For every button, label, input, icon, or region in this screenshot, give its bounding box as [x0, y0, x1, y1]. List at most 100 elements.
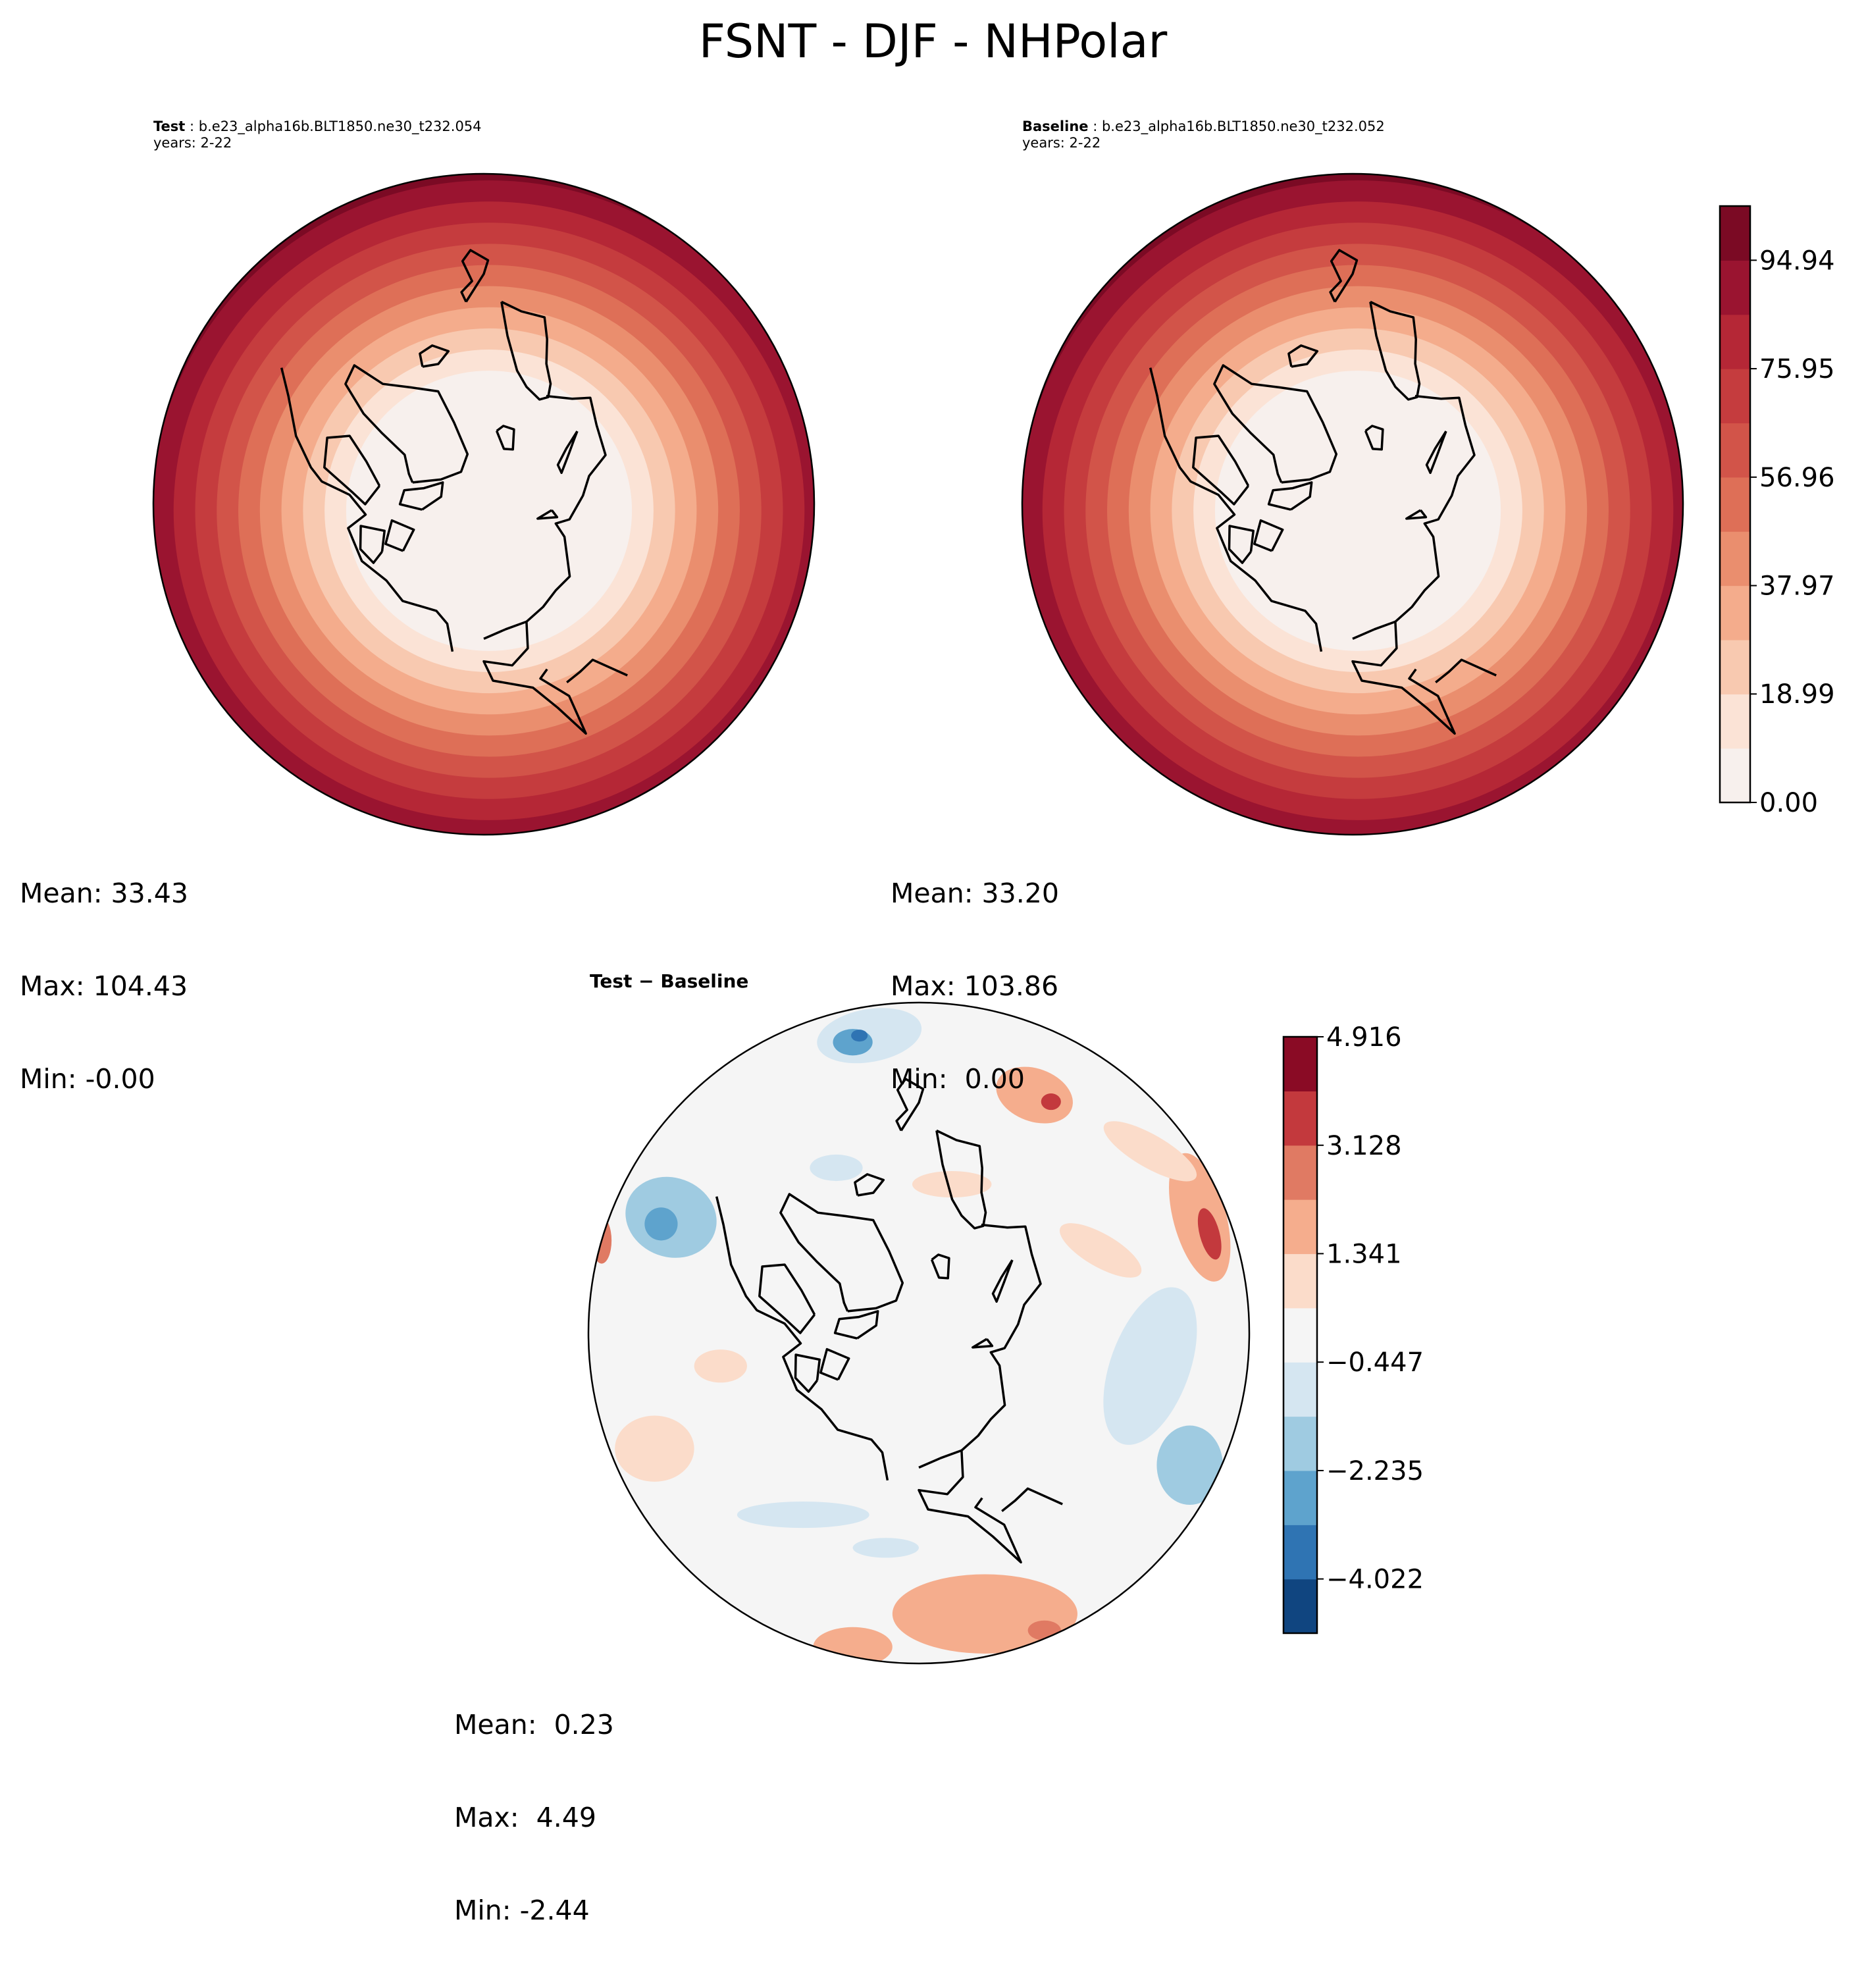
coastline — [1228, 525, 1255, 564]
coastline — [323, 434, 381, 506]
coastline — [1405, 509, 1428, 520]
coastline — [419, 344, 450, 368]
test-panel-title: Test : b.e23_alpha16b.BLT1850.ne30_t232.… — [153, 118, 482, 151]
coastline — [1149, 367, 1323, 652]
anomaly-patch — [851, 1030, 868, 1042]
coastline — [500, 300, 552, 401]
anomaly-patch — [912, 1171, 992, 1198]
anomaly-patch — [737, 1502, 869, 1529]
field-band — [346, 371, 633, 651]
coastline — [854, 1173, 885, 1197]
baseline-min: Min: 0.00 — [891, 1063, 1025, 1095]
test-years: years: 2-22 — [153, 135, 232, 151]
coastline — [1267, 481, 1313, 511]
coastline — [344, 364, 469, 484]
colorbar-tick-label: 0.00 — [1759, 788, 1818, 818]
coastline — [556, 431, 579, 475]
baseline-case: b.e23_alpha16b.BLT1850.ne30_t232.052 — [1101, 118, 1385, 134]
colorbar-level — [1283, 1416, 1317, 1471]
coastline — [280, 367, 454, 652]
colorbar-tick-label: −2.235 — [1326, 1456, 1424, 1486]
colorbar-tick-label: 3.128 — [1326, 1131, 1402, 1161]
anomaly-patch — [1041, 1093, 1061, 1111]
difference-min: Min: -2.44 — [454, 1895, 590, 1926]
test-case: b.e23_alpha16b.BLT1850.ne30_t232.054 — [198, 118, 482, 134]
coastlines — [280, 249, 628, 735]
figure: FSNT - DJF - NHPolar Test : b.e23_alpha1… — [20, 14, 1835, 1926]
coastline — [794, 1353, 821, 1393]
plot-canvas: 0.00 18.99 37.97 56.96 75.95 94.94 −4.022 −2.23… — [152, 172, 1835, 1665]
colorbar-level — [1720, 585, 1750, 641]
anomaly-patch — [1059, 1223, 1142, 1278]
field-band — [1214, 371, 1501, 651]
colorbar-difference: −4.022 −2.235 −0.447 1.341 3.128 4.916 — [1282, 1022, 1424, 1635]
test-max: Max: 104.43 — [20, 970, 188, 1002]
coastline — [935, 1129, 987, 1230]
colorbar-level — [1720, 423, 1750, 478]
anomaly-patch — [644, 1207, 678, 1241]
coastline — [758, 1263, 816, 1334]
colorbar-tick-label: 94.94 — [1759, 246, 1835, 276]
colorbar-level — [1720, 260, 1750, 315]
coastline — [359, 525, 386, 564]
coastline — [715, 1196, 889, 1481]
test-stats: Mean: 33.43 Max: 104.43 Min: -0.00 — [20, 816, 188, 1157]
difference-map-frame — [587, 1001, 1251, 1665]
coastline — [895, 1078, 925, 1132]
baseline-stats: Mean: 33.20 Max: 103.86 Min: 0.00 — [891, 816, 1059, 1157]
difference-map — [588, 1003, 1249, 1663]
coastline — [1192, 434, 1250, 506]
colorbar-tick-label: 56.96 — [1759, 463, 1835, 493]
coastline — [566, 658, 628, 683]
difference-max: Max: 4.49 — [454, 1802, 596, 1833]
test-mean: Mean: 33.43 — [20, 877, 188, 909]
coastline — [833, 1310, 879, 1340]
colorbar-level — [1720, 369, 1750, 424]
test-sep: : — [185, 118, 199, 134]
colorbar-tick-label: 37.97 — [1759, 571, 1835, 602]
colorbar-tick-label: 75.95 — [1759, 354, 1835, 384]
figure-title: FSNT - DJF - NHPolar — [698, 14, 1168, 68]
baseline-map — [1022, 174, 1683, 835]
colorbar-level — [1283, 1091, 1317, 1146]
anomaly-patch — [1103, 1287, 1197, 1445]
baseline-panel-title: Baseline : b.e23_alpha16b.BLT1850.ne30_t… — [1022, 118, 1385, 151]
coastline — [1287, 344, 1319, 368]
test-min: Min: -0.00 — [20, 1063, 155, 1095]
coastline — [536, 509, 559, 520]
colorbar-level — [1720, 748, 1750, 803]
baseline-years: years: 2-22 — [1022, 135, 1101, 151]
test-label: Test — [153, 118, 186, 134]
coastline — [398, 481, 444, 511]
coastlines — [715, 1078, 1063, 1564]
difference-mean: Mean: 0.23 — [454, 1709, 614, 1740]
coastline — [1425, 431, 1447, 475]
baseline-map-frame — [1021, 172, 1684, 836]
coastline — [1351, 621, 1456, 735]
colorbar-tick-label: −0.447 — [1326, 1347, 1424, 1378]
coastline — [779, 1193, 904, 1313]
coastline — [930, 1253, 950, 1280]
anomaly-patch — [694, 1349, 747, 1383]
colorbar-level — [1283, 1307, 1317, 1363]
colorbar-level — [1720, 639, 1750, 694]
colorbar-frame — [1282, 1035, 1318, 1635]
baseline-mean: Mean: 33.20 — [891, 877, 1059, 909]
coastline — [1213, 364, 1338, 484]
baseline-label: Baseline — [1022, 118, 1089, 134]
anomaly-patch — [1103, 1121, 1197, 1182]
coastline — [819, 1347, 850, 1381]
coastline — [918, 1223, 1042, 1469]
colorbar-level — [1283, 1525, 1317, 1580]
colorbar-tick-label: 4.916 — [1326, 1022, 1402, 1053]
colorbar-level — [1283, 1362, 1317, 1417]
coastline — [460, 249, 490, 303]
colorbar-level — [1283, 1579, 1317, 1634]
coastline — [1329, 249, 1359, 303]
baseline-max: Max: 103.86 — [891, 970, 1059, 1002]
colorbar-level — [1720, 314, 1750, 369]
anomaly-patch — [852, 1538, 920, 1558]
coastline — [483, 394, 607, 641]
colorbar-level — [1720, 531, 1750, 587]
colorbar-tick-label: 1.341 — [1326, 1239, 1402, 1269]
